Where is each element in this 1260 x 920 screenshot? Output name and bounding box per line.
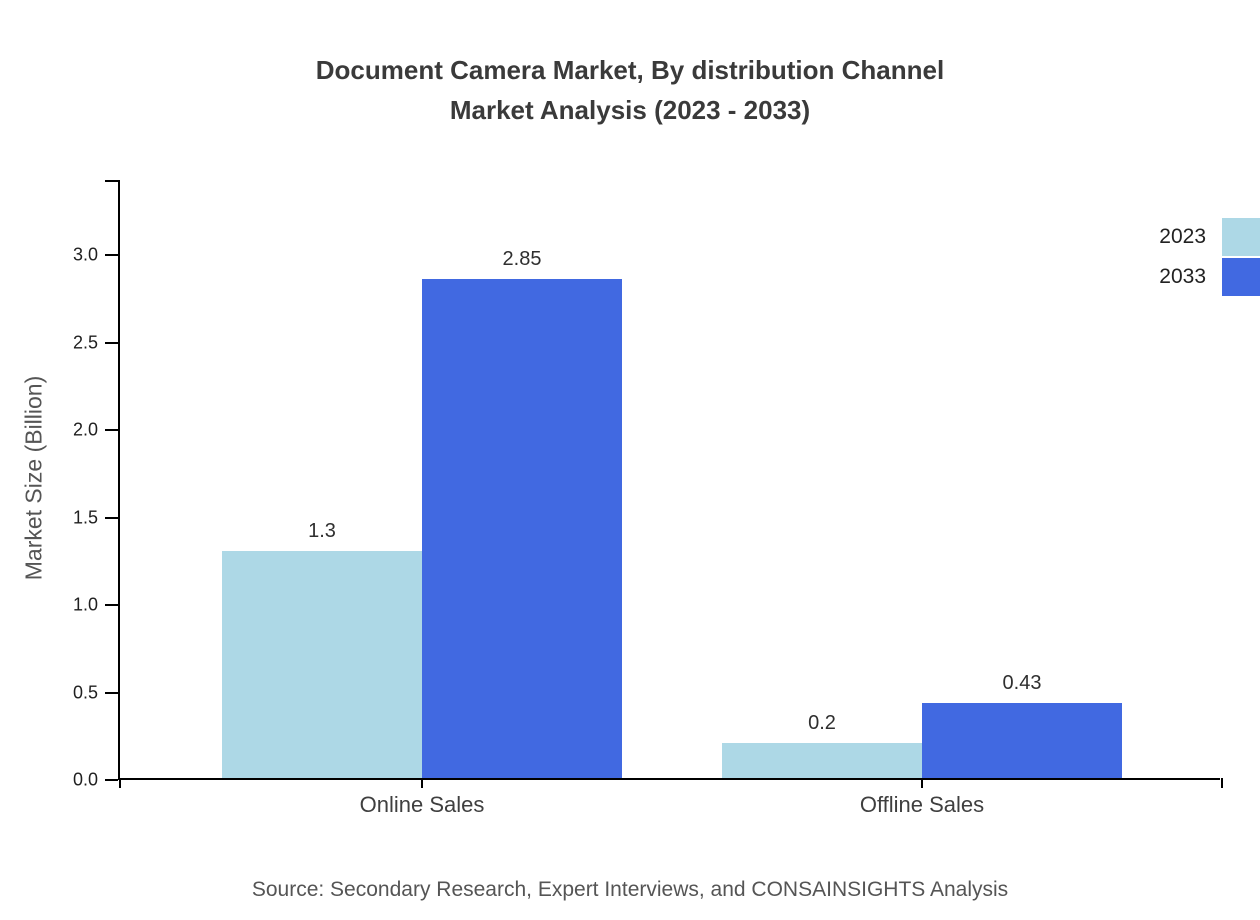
y-tick-label: 2.5	[72, 332, 98, 353]
legend-item-2023: 2023	[1159, 218, 1260, 256]
y-tick-label: 0.5	[72, 682, 98, 703]
x-category-label: Online Sales	[359, 792, 485, 817]
bar-2033-offline-sales	[922, 702, 1122, 778]
y-tick-label: 1.0	[72, 594, 98, 615]
bar-2033-online-sales	[422, 279, 622, 778]
chart-title-line1: Document Camera Market, By distribution …	[315, 55, 945, 85]
bar-value-label: 0.43	[1002, 671, 1042, 694]
bar-2023-online-sales	[222, 550, 422, 778]
y-axis-end-tick	[105, 180, 118, 182]
plot-area: 0.0 0.5 1.0 1.5 2.0 2.5 3.0 1.3 2.85 Online Sales…	[73, 180, 1223, 817]
legend-label: 2023	[1159, 225, 1206, 248]
legend-label: 2033	[1159, 265, 1206, 288]
bar-value-label: 1.3	[308, 519, 336, 542]
legend: 2023 2033	[1159, 218, 1260, 296]
legend-item-2033: 2033	[1159, 258, 1260, 296]
x-axis-end-tick	[119, 778, 121, 788]
bar-value-label: 0.2	[808, 712, 836, 735]
x-category-label: Offline Sales	[859, 792, 985, 817]
x-tick-mark	[421, 778, 423, 788]
y-tick-label: 1.5	[72, 507, 98, 528]
y-tick-label: 2.0	[72, 419, 98, 440]
legend-swatch	[1222, 218, 1260, 256]
y-tick-mark	[105, 254, 118, 257]
y-tick-mark	[105, 341, 118, 344]
chart-title-line2: Market Analysis (2023 - 2033)	[449, 95, 811, 126]
y-tick-label: 0.0	[72, 769, 98, 790]
y-tick-label: 3.0	[72, 244, 98, 265]
y-tick-mark	[105, 429, 118, 432]
y-tick-mark	[105, 516, 118, 519]
y-tick-mark	[105, 779, 118, 781]
y-tick-mark	[105, 691, 118, 694]
y-axis-label: Market Size (Billion)	[20, 375, 47, 581]
bar-2023-offline-sales	[722, 743, 922, 778]
x-tick-mark	[921, 778, 923, 788]
legend-swatch	[1222, 258, 1260, 296]
chart-title: Document Camera Market, By distribution …	[0, 50, 1260, 131]
y-tick-mark	[105, 604, 118, 607]
x-axis-end-tick	[1221, 778, 1223, 788]
bar-value-label: 2.85	[502, 248, 542, 271]
source-note: Source: Secondary Research, Expert Inter…	[251, 878, 1009, 901]
